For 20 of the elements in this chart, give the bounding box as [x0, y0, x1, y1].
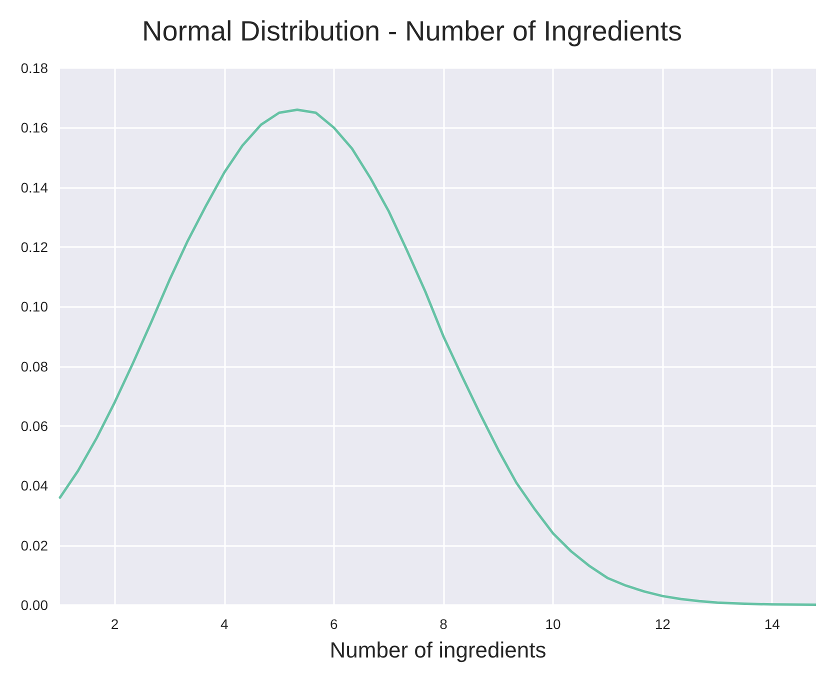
- x-tick-label: 4: [220, 616, 228, 632]
- chart-title: Normal Distribution - Number of Ingredients: [142, 16, 682, 46]
- x-tick-label: 6: [330, 616, 338, 632]
- y-tick-label: 0.16: [20, 120, 48, 136]
- y-tick-label: 0.04: [20, 478, 48, 494]
- x-tick-label: 10: [545, 616, 562, 632]
- line-series: [58, 108, 816, 606]
- y-tick-label: 0.00: [20, 597, 48, 613]
- y-tick-label: 0.14: [20, 179, 48, 196]
- x-tick-label: 14: [764, 616, 780, 632]
- y-tick-label: 0.10: [20, 298, 48, 315]
- x-tick-label: 12: [654, 616, 671, 632]
- y-tick-label: 0.06: [20, 418, 48, 434]
- y-tick-label: 0.02: [20, 537, 48, 554]
- x-tick-label: 2: [110, 616, 119, 632]
- x-tick-label: 8: [440, 616, 448, 632]
- x-axis-title: Number of ingredients: [330, 638, 546, 662]
- y-tick-label: 0.08: [20, 358, 48, 374]
- y-tick-label: 0.18: [20, 60, 48, 76]
- y-tick-label: 0.12: [20, 239, 48, 255]
